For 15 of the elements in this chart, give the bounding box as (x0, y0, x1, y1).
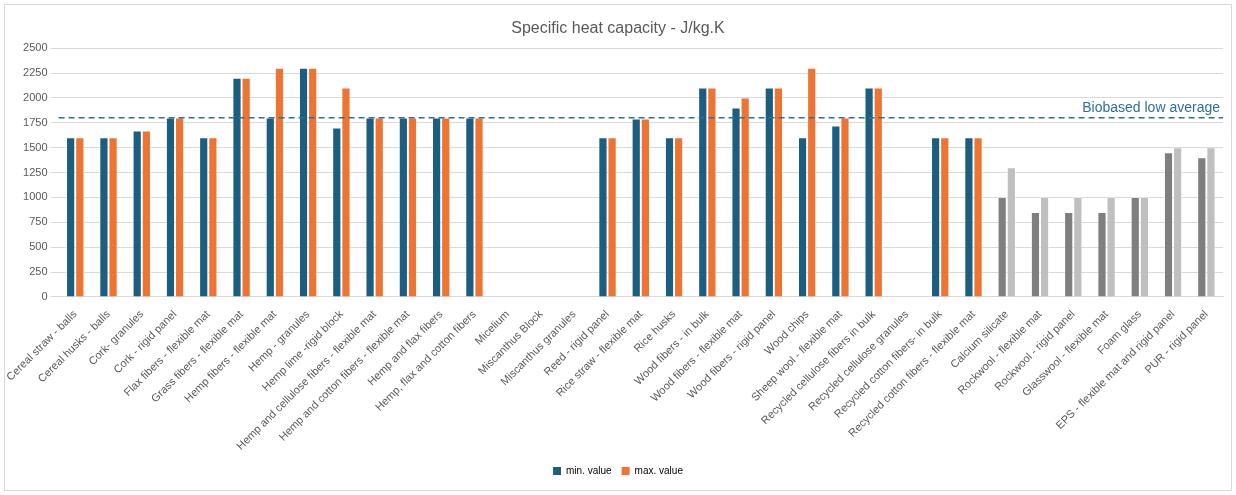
legend-label: min. value (566, 464, 613, 476)
y-tick-label: 0 (41, 289, 48, 302)
y-tick-label: 250 (29, 265, 48, 278)
y-tick-label: 1250 (23, 165, 48, 178)
y-tick-label: 2250 (23, 66, 48, 79)
y-tick-label: 1500 (23, 140, 48, 153)
ref-line-label: Biobased low average (1082, 98, 1221, 115)
legend-label: max. value (634, 464, 684, 476)
chart-title: Specific heat capacity - J/kg.K (511, 19, 726, 37)
y-tick-label: 2000 (23, 90, 48, 103)
y-tick-label: 500 (29, 240, 48, 253)
y-tick-label: 750 (29, 215, 48, 228)
y-tick-label: 1750 (23, 115, 48, 128)
y-tick-label: 1000 (23, 190, 48, 203)
y-tick-label: 2500 (23, 41, 48, 54)
